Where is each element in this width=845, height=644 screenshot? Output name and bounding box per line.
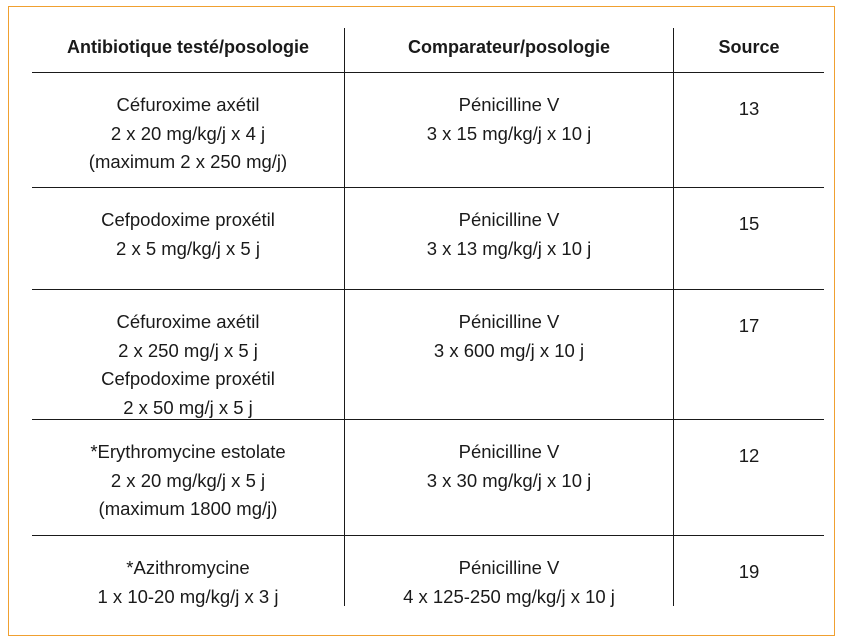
comparator-line: Pénicilline V — [458, 94, 560, 115]
comparator-cell: Pénicilline V 3 x 13 mg/kg/j x 10 j — [345, 188, 674, 289]
table-row: Céfuroxime axétil 2 x 250 mg/j x 5 j Cef… — [32, 290, 824, 420]
tested-line: Céfuroxime axétil — [116, 94, 260, 115]
comparator-cell: Pénicilline V 3 x 600 mg/j x 10 j — [345, 290, 674, 419]
tested-line: *Azithromycine — [126, 557, 250, 578]
tested-line: 2 x 250 mg/j x 5 j — [118, 339, 258, 361]
comparator-line: Pénicilline V — [458, 209, 560, 230]
table-row: Cefpodoxime proxétil 2 x 5 mg/kg/j x 5 j… — [32, 188, 824, 290]
tested-line: Cefpodoxime proxétil — [101, 209, 275, 230]
tested-line: 2 x 5 mg/kg/j x 5 j — [116, 237, 260, 259]
table-row: Céfuroxime axétil 2 x 20 mg/kg/j x 4 j (… — [32, 73, 824, 188]
tested-line: Céfuroxime axétil — [116, 311, 260, 332]
comparator-cell: Pénicilline V 4 x 125-250 mg/kg/j x 10 j — [345, 536, 674, 607]
header-tested: Antibiotique testé/posologie — [32, 28, 345, 72]
tested-line: 2 x 50 mg/j x 5 j — [123, 396, 253, 418]
tested-line: 2 x 20 mg/kg/j x 5 j — [110, 469, 266, 491]
tested-line: 1 x 10-20 mg/kg/j x 3 j — [97, 585, 279, 607]
comparator-line: 3 x 15 mg/kg/j x 10 j — [426, 122, 592, 144]
tested-line: (maximum 1800 mg/j) — [98, 498, 278, 519]
comparator-line: Pénicilline V — [458, 557, 560, 578]
header-comparator: Comparateur/posologie — [345, 28, 674, 72]
tested-line: Cefpodoxime proxétil — [101, 368, 275, 389]
table-row: *Azithromycine 1 x 10-20 mg/kg/j x 3 j P… — [32, 536, 824, 607]
tested-line: *Erythromycine estolate — [90, 441, 286, 462]
source-cell: 13 — [738, 98, 760, 119]
source-cell: 17 — [738, 315, 760, 336]
source-cell: 12 — [738, 445, 760, 466]
comparator-line: 4 x 125-250 mg/kg/j x 10 j — [403, 585, 615, 607]
table-frame — [8, 6, 835, 636]
comparator-line: Pénicilline V — [458, 441, 560, 462]
table-header-row: Antibiotique testé/posologie Comparateur… — [32, 28, 824, 73]
table-row: *Erythromycine estolate 2 x 20 mg/kg/j x… — [32, 420, 824, 536]
antibiotic-table: Antibiotique testé/posologie Comparateur… — [32, 28, 824, 607]
comparator-line: 3 x 13 mg/kg/j x 10 j — [426, 237, 592, 259]
header-source: Source — [718, 37, 780, 57]
comparator-cell: Pénicilline V 3 x 15 mg/kg/j x 10 j — [345, 73, 674, 187]
comparator-line: 3 x 30 mg/kg/j x 10 j — [426, 469, 592, 491]
tested-cell: *Azithromycine 1 x 10-20 mg/kg/j x 3 j — [32, 536, 345, 607]
source-cell: 19 — [738, 561, 760, 582]
tested-cell: *Erythromycine estolate 2 x 20 mg/kg/j x… — [32, 420, 345, 535]
tested-cell: Céfuroxime axétil 2 x 20 mg/kg/j x 4 j (… — [32, 73, 345, 187]
tested-line: 2 x 20 mg/kg/j x 4 j — [110, 122, 266, 144]
comparator-line: 3 x 600 mg/j x 10 j — [433, 339, 585, 361]
source-cell: 15 — [738, 213, 760, 234]
tested-cell: Cefpodoxime proxétil 2 x 5 mg/kg/j x 5 j — [32, 188, 345, 289]
comparator-cell: Pénicilline V 3 x 30 mg/kg/j x 10 j — [345, 420, 674, 535]
comparator-line: Pénicilline V — [458, 311, 560, 332]
tested-line: (maximum 2 x 250 mg/j) — [88, 151, 288, 172]
tested-cell: Céfuroxime axétil 2 x 250 mg/j x 5 j Cef… — [32, 290, 345, 419]
